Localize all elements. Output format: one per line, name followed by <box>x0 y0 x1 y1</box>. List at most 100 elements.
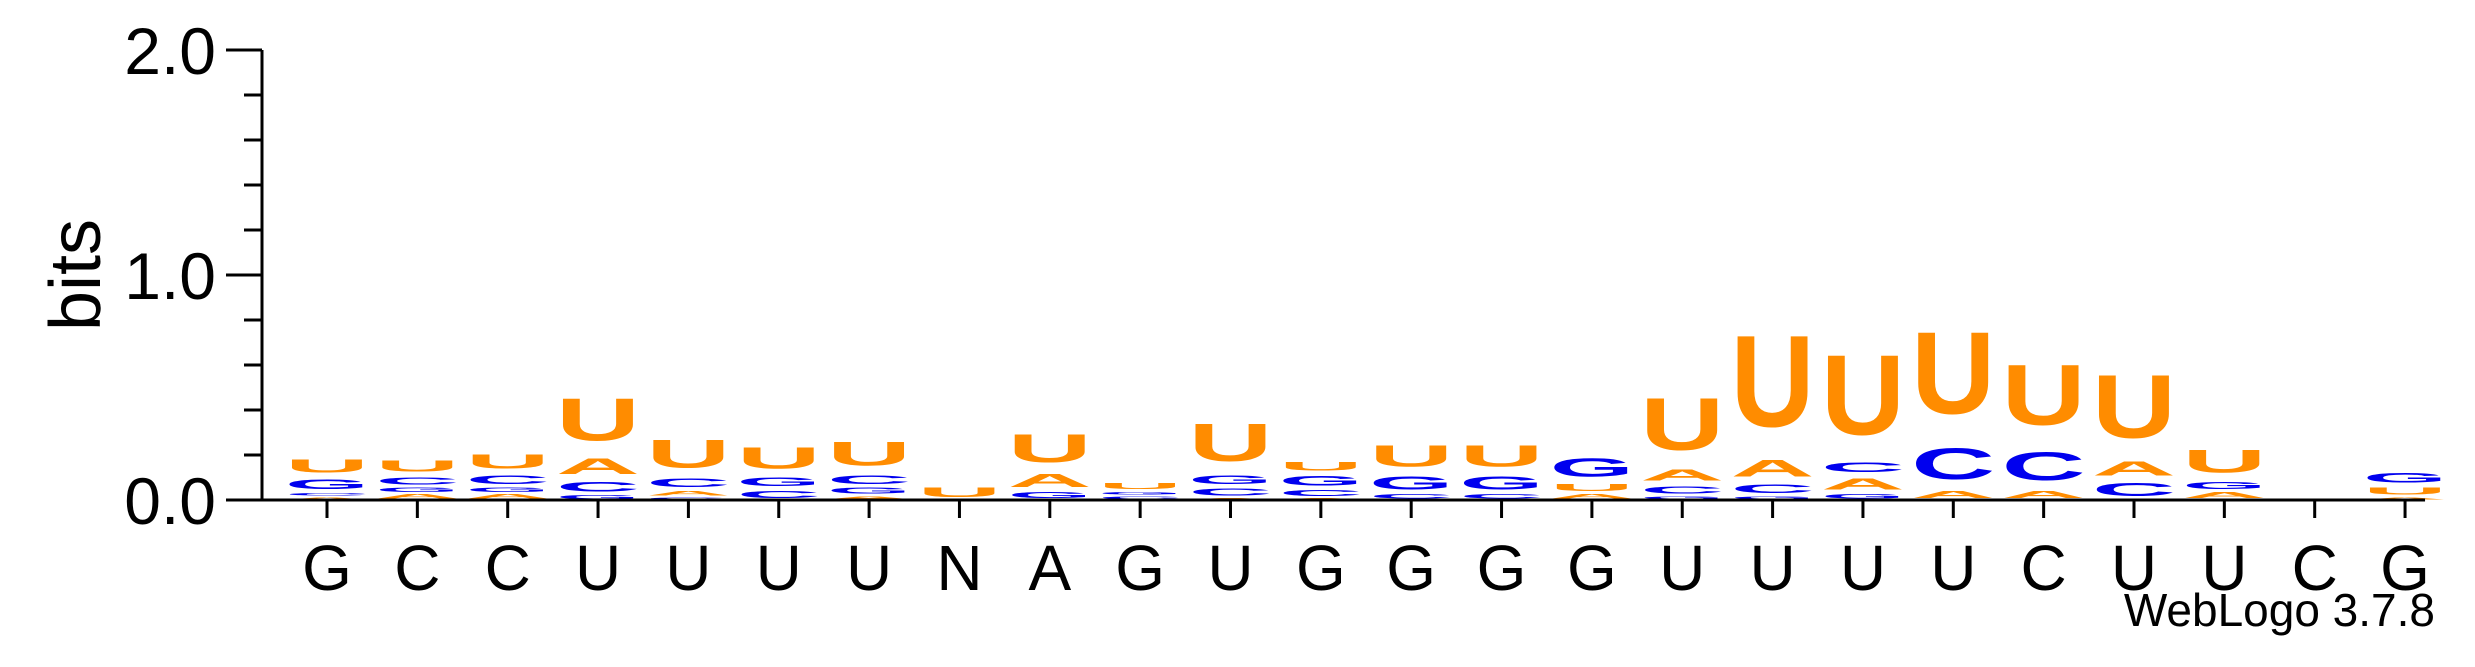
x-tick-label: N <box>936 532 982 604</box>
logo-letter-G: G <box>556 494 640 500</box>
logo-letter-G: G <box>375 487 459 494</box>
logo-letter-U: U <box>285 456 369 476</box>
x-tick-label: C <box>2292 532 2338 604</box>
y-tick-label: 2.0 <box>124 14 216 88</box>
logo-letter-A: A <box>556 454 640 479</box>
x-tick-label: U <box>1659 532 1705 604</box>
logo-letter-A: A <box>2002 489 2086 500</box>
x-tick-label: G <box>2380 532 2430 604</box>
logo-letter-U: U <box>646 432 730 477</box>
logo-letter-G: G <box>1279 473 1363 489</box>
logo-letter-C: C <box>827 473 911 487</box>
logo-letter-A: A <box>1008 471 1092 491</box>
x-tick-label: U <box>2111 532 2157 604</box>
weblogo-credit: WebLogo 3.7.8 <box>2123 584 2435 636</box>
logo-letter-U: U <box>917 484 1001 500</box>
y-tick-label: 1.0 <box>124 239 216 313</box>
logo-letter-C: C <box>646 476 730 490</box>
x-tick-label: U <box>575 532 621 604</box>
x-tick-label: G <box>1567 532 1617 604</box>
logo-letter-C: C <box>2002 444 2086 489</box>
logo-letter-G: G <box>646 497 730 500</box>
logo-letter-A: A <box>646 490 730 497</box>
logo-letter-A: A <box>285 497 369 500</box>
logo-letter-U: U <box>1008 426 1092 471</box>
x-tick-label: C <box>394 532 440 604</box>
x-tick-label: U <box>665 532 711 604</box>
logo-letter-A: A <box>2363 497 2447 500</box>
logo-letter-U: U <box>2092 357 2176 458</box>
logo-letter-U: U <box>737 442 821 476</box>
logo-letter-A: A <box>1821 475 1905 493</box>
logo-letter-C: C <box>737 489 821 500</box>
logo-letter-C: C <box>1731 482 1815 496</box>
logo-letter-U: U <box>1189 413 1273 473</box>
logo-letter-A: A <box>2092 457 2176 480</box>
logo-letter-G: G <box>827 487 911 496</box>
x-tick-label: U <box>1930 532 1976 604</box>
logo-letter-C: C <box>1821 459 1905 475</box>
logo-letter-C: C <box>375 475 459 486</box>
logo-letter-G: G <box>2182 480 2266 491</box>
logo-letter-A: A <box>375 493 459 500</box>
logo-letter-C: C <box>556 479 640 495</box>
logo-letter-U: U <box>1369 439 1453 473</box>
logo-letter-C: C <box>466 473 550 487</box>
x-tick-label: U <box>1207 532 1253 604</box>
logo-letter-A: A <box>466 493 550 500</box>
logo-letter-U: U <box>1911 309 1995 439</box>
logo-letter-U: U <box>1731 309 1815 455</box>
logo-letter-G: G <box>1821 493 1905 500</box>
logo-letter-U: U <box>1821 332 1905 459</box>
logo-letter-A: A <box>827 496 911 500</box>
logo-letter-G: G <box>466 487 550 494</box>
logo-letter-G: G <box>1550 453 1634 482</box>
x-tick-label: G <box>1477 532 1527 604</box>
logo-letter-C: C <box>1640 484 1724 495</box>
logo-letter-A: A <box>1550 493 1634 500</box>
x-tick-label: G <box>1115 532 1165 604</box>
logo-letter-U: U <box>1098 482 1182 491</box>
logo-letter-A: A <box>1640 466 1724 484</box>
logo-letter-C: C <box>285 492 369 496</box>
logo-letter-A: A <box>1731 455 1815 482</box>
x-tick-label: U <box>756 532 802 604</box>
x-tick-label: G <box>302 532 352 604</box>
logo-letter-U: U <box>1640 383 1724 466</box>
logo-letter-G: G <box>1008 491 1092 500</box>
logo-letter-G: G <box>1460 473 1544 493</box>
y-tick-label: 0.0 <box>124 464 216 538</box>
logo-letter-G: G <box>1369 473 1453 493</box>
x-tick-label: G <box>1386 532 1436 604</box>
logo-letter-U: U <box>2002 346 2086 443</box>
logo-letter-C: C <box>1911 439 1995 489</box>
y-axis: 0.0 1.0 2.0 bits <box>36 14 264 538</box>
logo-letter-A: A <box>1911 489 1995 500</box>
logo-letter-G: G <box>1189 473 1273 486</box>
logo-letter-C: C <box>1460 493 1544 500</box>
logo-letter-U: U <box>827 435 911 473</box>
y-axis-label: bits <box>36 219 116 331</box>
logo-letter-C: C <box>1369 493 1453 500</box>
logo-letter-U: U <box>2363 485 2447 496</box>
logo-letter-C: C <box>1279 489 1363 498</box>
x-tick-label: A <box>1028 532 1071 604</box>
logo-letter-G: G <box>1098 491 1182 495</box>
x-tick-label: C <box>2021 532 2067 604</box>
logo-letter-G: G <box>2363 470 2447 486</box>
logo-letter-G: G <box>1731 496 1815 500</box>
logo-letter-U: U <box>1550 482 1634 493</box>
logo-letter-G: G <box>285 476 369 492</box>
x-tick-label: G <box>1296 532 1346 604</box>
x-tick-label: U <box>1749 532 1795 604</box>
letter-stacks: ACGUAGCUAGCUGCAUGACUCGUAGCUUGAUCGUACGUAC… <box>285 309 2447 500</box>
logo-letter-C: C <box>2092 480 2176 500</box>
x-tick-label: U <box>1840 532 1886 604</box>
logo-letter-U: U <box>1279 459 1363 473</box>
logo-letter-U: U <box>375 457 459 475</box>
logo-letter-U: U <box>466 450 550 473</box>
logo-letter-A: A <box>2182 491 2266 500</box>
logo-letter-U: U <box>556 386 640 454</box>
